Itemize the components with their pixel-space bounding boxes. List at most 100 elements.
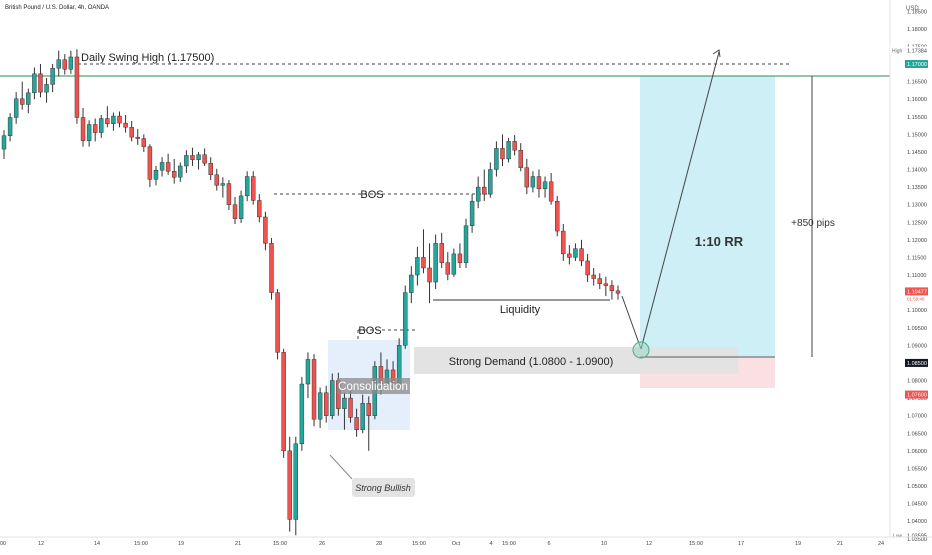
candle xyxy=(172,158,177,184)
candle-body xyxy=(251,176,256,201)
price-tick-label: 1.07500 xyxy=(907,396,927,402)
candle-body xyxy=(421,257,426,269)
candle-body xyxy=(445,262,450,275)
candle-body xyxy=(244,176,250,197)
candle-body xyxy=(366,403,371,416)
swing-tag-bg xyxy=(905,60,928,69)
candle xyxy=(111,112,116,131)
price-tick-label: 1.18500 xyxy=(907,9,927,15)
candle xyxy=(50,64,55,93)
candle-body xyxy=(311,359,317,420)
take-profit-zone xyxy=(640,76,775,357)
candle-body xyxy=(615,290,621,294)
candle xyxy=(129,120,134,142)
candle xyxy=(86,120,92,147)
time-tick-label: 14 xyxy=(94,541,100,547)
candle xyxy=(208,157,213,181)
candle xyxy=(488,162,493,198)
candle-body xyxy=(439,243,444,263)
candle xyxy=(141,134,147,152)
price-tick-label: 1.16000 xyxy=(907,97,927,103)
candle-body xyxy=(287,450,292,520)
candle xyxy=(178,162,183,182)
candle-body xyxy=(293,443,299,520)
candle-body xyxy=(609,285,615,292)
last-tag-countdown: 01:59:48 xyxy=(907,296,925,301)
time-tick-label: 17 xyxy=(738,541,744,547)
candle-body xyxy=(603,283,609,286)
candle-body xyxy=(342,397,347,409)
candle xyxy=(469,194,475,233)
candle xyxy=(421,229,426,274)
candle xyxy=(1,130,7,159)
candle-body xyxy=(214,174,219,186)
candle xyxy=(135,129,140,145)
candle-body xyxy=(208,162,213,175)
consolidation-label-box xyxy=(337,378,410,394)
price-tick-label: 1.13500 xyxy=(907,185,927,191)
candle-body xyxy=(80,117,86,141)
entry-point-marker[interactable] xyxy=(632,341,650,359)
candle-body xyxy=(38,73,43,93)
high-tag-label: High xyxy=(892,48,903,54)
candle-body xyxy=(500,148,505,160)
last-tag-bg xyxy=(905,287,928,296)
candle-body xyxy=(123,122,128,128)
candle xyxy=(92,118,98,142)
time-tick-label: 19 xyxy=(178,541,184,547)
candle xyxy=(62,54,67,75)
time-axis[interactable]: 00 12 14 15:00 19 21 15:00 26 28 15:00 Oct 4 15:00 6 1… xyxy=(0,541,884,547)
candle xyxy=(439,232,444,268)
candle-body xyxy=(591,274,596,279)
time-tick-label: 15:00 xyxy=(134,541,148,547)
candle-body xyxy=(457,253,463,263)
candle xyxy=(257,194,262,223)
candle xyxy=(99,114,104,138)
candle-body xyxy=(184,155,189,167)
candle xyxy=(354,408,359,437)
candle xyxy=(184,150,189,174)
candle-body xyxy=(153,170,159,180)
candle-body xyxy=(542,181,548,190)
candle-body xyxy=(105,118,110,124)
candle xyxy=(494,141,499,177)
candle-body xyxy=(506,141,511,160)
candle-body xyxy=(555,200,560,232)
time-tick-label: 4 xyxy=(489,541,492,547)
candle xyxy=(80,107,86,147)
price-tick-label: 1.14000 xyxy=(907,168,927,174)
time-tick-label: 21 xyxy=(235,541,241,547)
candle-body xyxy=(269,243,274,293)
price-tick-label: 1.15000 xyxy=(907,132,927,138)
candle-body xyxy=(117,115,122,124)
candle xyxy=(457,243,463,268)
candle-body xyxy=(13,98,19,118)
time-tick-label: 10 xyxy=(601,541,607,547)
candle xyxy=(214,168,219,191)
candle-body xyxy=(281,352,286,452)
candle-body xyxy=(518,149,523,168)
candle-body xyxy=(567,253,572,258)
candle xyxy=(38,64,43,98)
candle xyxy=(506,137,511,163)
high-tag-value: 1.17384 xyxy=(907,48,927,54)
price-tick-label: 1.05500 xyxy=(907,466,927,472)
price-tick-label: 1.18000 xyxy=(907,27,927,33)
candle xyxy=(56,50,61,77)
candle xyxy=(13,92,19,124)
candle-body xyxy=(585,260,590,276)
time-tick-label: 26 xyxy=(319,541,325,547)
low-tag-value: 1.03595 xyxy=(907,533,927,539)
candle-body xyxy=(32,73,37,94)
candle-body xyxy=(226,183,232,205)
candle xyxy=(433,234,438,290)
pips-label: +850 pips xyxy=(791,218,835,229)
candle-body xyxy=(317,392,323,420)
last-tag-value: 1.10477 xyxy=(907,289,927,295)
candle xyxy=(281,348,286,458)
candle xyxy=(445,252,450,281)
candle-body xyxy=(86,124,92,141)
